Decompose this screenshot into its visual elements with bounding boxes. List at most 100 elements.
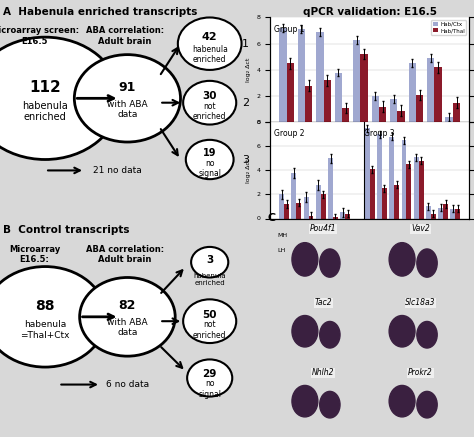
- Text: Slc18a3: Slc18a3: [405, 298, 436, 307]
- Bar: [279, 28, 287, 122]
- Text: no
signal: no signal: [198, 159, 221, 178]
- Bar: [379, 107, 386, 122]
- Bar: [340, 212, 345, 218]
- Text: 50: 50: [202, 310, 217, 319]
- Bar: [316, 185, 321, 218]
- Bar: [416, 95, 423, 122]
- Ellipse shape: [292, 385, 318, 417]
- Bar: [427, 58, 434, 122]
- Text: 3: 3: [242, 155, 249, 164]
- Text: no
signal: no signal: [198, 379, 221, 399]
- Text: habenula
enriched: habenula enriched: [192, 45, 228, 64]
- Y-axis label: log₂ Δct: log₂ Δct: [246, 58, 251, 82]
- Y-axis label: log₂ Δct: log₂ Δct: [246, 158, 251, 183]
- Bar: [431, 214, 436, 218]
- Text: Prokr2: Prokr2: [408, 368, 433, 377]
- Text: 82: 82: [118, 299, 136, 312]
- Text: habenula
=Thal+Ctx: habenula =Thal+Ctx: [20, 320, 70, 340]
- Text: 1: 1: [242, 39, 249, 49]
- Bar: [406, 164, 411, 218]
- Text: Vav2: Vav2: [411, 225, 430, 233]
- Bar: [426, 207, 431, 218]
- Circle shape: [183, 299, 236, 343]
- Text: 6 no data: 6 no data: [106, 380, 149, 389]
- Bar: [342, 108, 349, 122]
- Text: Nhlh2: Nhlh2: [312, 368, 335, 377]
- Bar: [335, 73, 342, 122]
- Circle shape: [74, 55, 181, 142]
- Bar: [287, 63, 294, 122]
- Bar: [353, 40, 361, 122]
- Text: Tac2: Tac2: [315, 298, 332, 307]
- Ellipse shape: [292, 316, 318, 347]
- Text: Group 1: Group 1: [274, 25, 305, 34]
- Text: 2: 2: [242, 98, 249, 108]
- Text: 42: 42: [202, 32, 218, 42]
- Bar: [292, 173, 296, 218]
- Text: Microarray
E16.5:: Microarray E16.5:: [9, 245, 60, 264]
- Text: ABA correlation:
Adult brain: ABA correlation: Adult brain: [86, 26, 164, 45]
- Bar: [434, 67, 442, 122]
- Circle shape: [80, 277, 175, 356]
- Ellipse shape: [389, 385, 415, 417]
- Text: 29: 29: [202, 369, 217, 378]
- Bar: [328, 159, 333, 218]
- Ellipse shape: [319, 249, 340, 277]
- Text: Group 2: Group 2: [274, 129, 305, 138]
- Text: 88: 88: [36, 299, 55, 313]
- Bar: [324, 80, 331, 122]
- Bar: [382, 188, 387, 218]
- Text: B  Control transcripts: B Control transcripts: [3, 225, 129, 235]
- Ellipse shape: [319, 392, 340, 418]
- Ellipse shape: [319, 322, 340, 348]
- Text: 91: 91: [118, 81, 136, 94]
- Text: 30: 30: [202, 91, 217, 101]
- Bar: [333, 217, 338, 218]
- Bar: [389, 137, 394, 218]
- Text: not
enriched: not enriched: [193, 320, 227, 340]
- Circle shape: [0, 37, 119, 160]
- Bar: [443, 204, 448, 218]
- Bar: [296, 203, 301, 218]
- Circle shape: [178, 17, 242, 70]
- Bar: [438, 208, 443, 218]
- Ellipse shape: [417, 249, 437, 277]
- Legend: Hab/Ctx, Hab/Thal: Hab/Ctx, Hab/Thal: [431, 20, 466, 35]
- Bar: [284, 204, 289, 218]
- Circle shape: [186, 140, 234, 179]
- Bar: [456, 209, 460, 218]
- Bar: [394, 185, 399, 218]
- Circle shape: [0, 267, 106, 367]
- Bar: [304, 197, 309, 218]
- Bar: [414, 157, 419, 218]
- Bar: [321, 194, 326, 218]
- Text: 19: 19: [203, 148, 217, 158]
- Text: Microarray screen:
E16.5: Microarray screen: E16.5: [0, 26, 79, 45]
- Ellipse shape: [417, 322, 437, 348]
- Bar: [409, 63, 416, 122]
- Text: 21 no data: 21 no data: [93, 166, 142, 175]
- Text: habenula
enriched: habenula enriched: [22, 101, 68, 122]
- Bar: [309, 216, 313, 218]
- Ellipse shape: [292, 243, 318, 276]
- Text: MH: MH: [277, 233, 287, 238]
- Bar: [450, 209, 456, 218]
- Text: ABA correlation:
Adult brain: ABA correlation: Adult brain: [86, 245, 164, 264]
- Circle shape: [187, 359, 232, 397]
- Bar: [279, 194, 284, 218]
- Bar: [446, 117, 453, 122]
- Text: with ABA
data: with ABA data: [107, 318, 148, 337]
- Ellipse shape: [389, 316, 415, 347]
- Bar: [361, 54, 368, 122]
- Bar: [453, 103, 460, 122]
- Bar: [305, 86, 312, 122]
- Bar: [372, 96, 379, 122]
- Bar: [419, 161, 424, 218]
- Text: qPCR validation: E16.5: qPCR validation: E16.5: [303, 7, 437, 17]
- Text: Group 3: Group 3: [364, 129, 394, 138]
- Text: LH: LH: [277, 248, 285, 253]
- Ellipse shape: [417, 392, 437, 418]
- Bar: [345, 214, 350, 218]
- Bar: [316, 32, 324, 122]
- Bar: [370, 169, 374, 218]
